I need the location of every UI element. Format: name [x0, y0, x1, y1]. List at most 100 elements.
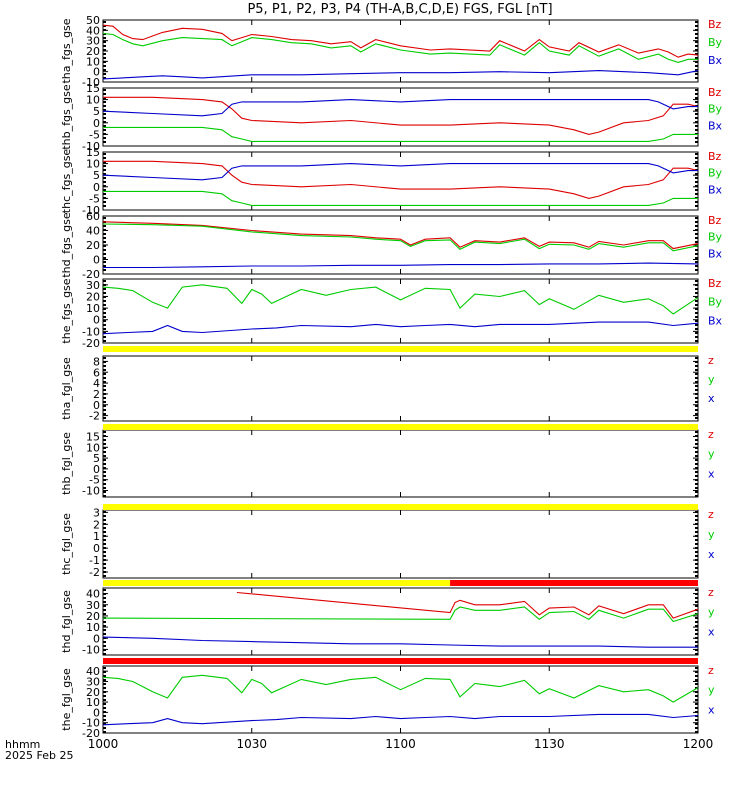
- status-segment-yellow: [103, 424, 698, 430]
- status-segment-yellow: [103, 346, 698, 352]
- status-bar-4: [103, 580, 698, 586]
- legend-label-x: x: [708, 467, 715, 480]
- y-tick-label: 40: [86, 665, 100, 678]
- panel-frame: [102, 355, 699, 422]
- y-axis-label: thd_fgs_gse: [60, 212, 73, 278]
- x-axis: hhmm 2025 Feb 25 1000 1030 1100 1130 1200: [5, 737, 713, 762]
- y-tick-label: 0: [93, 463, 100, 476]
- y-tick-label: 1: [93, 530, 100, 543]
- legend-label-z: z: [708, 508, 714, 521]
- y-tick-label: -5: [89, 474, 100, 487]
- series-line-bz: [103, 96, 699, 135]
- y-tick-label: 6: [93, 366, 100, 379]
- y-tick-label: -20: [82, 268, 100, 281]
- y-tick-label: 30: [86, 599, 100, 612]
- y-tick-label: 10: [86, 696, 100, 709]
- y-tick-label: 10: [86, 302, 100, 315]
- legend-label-bz: Bz: [708, 277, 722, 290]
- y-axis-label: thb_fgs_gse: [60, 84, 73, 150]
- y-tick-label: 4: [93, 377, 100, 390]
- panel-frame: [102, 151, 699, 211]
- y-tick-label: 30: [86, 279, 100, 292]
- y-tick-label: 10: [86, 441, 100, 454]
- y-axis-label: the_fgl_gse: [60, 668, 73, 731]
- legend-label-bx: Bx: [708, 183, 723, 196]
- legend-label-z: z: [708, 664, 714, 677]
- series-line-bx: [102, 163, 698, 181]
- y-tick-label: -1: [89, 554, 100, 567]
- panel-frame: [102, 19, 699, 83]
- legend-label-z: z: [708, 586, 714, 599]
- series-line-by: [102, 284, 699, 315]
- y-tick-label: 0: [93, 399, 100, 412]
- status-bars-group: [103, 346, 698, 664]
- y-tick-label: 10: [86, 621, 100, 634]
- legend-label-bx: Bx: [708, 54, 723, 67]
- legend-label-by: By: [708, 36, 723, 49]
- y-tick-label: -10: [82, 717, 100, 730]
- y-tick-label: -10: [82, 325, 100, 338]
- y-tick-label: 20: [86, 686, 100, 699]
- y-tick-label: 30: [86, 35, 100, 48]
- y-tick-label: 10: [86, 55, 100, 68]
- y-tick-label: 20: [86, 45, 100, 58]
- status-bar-1: [103, 346, 698, 352]
- y-tick-label: -10: [82, 140, 100, 153]
- legend-label-bx: Bx: [708, 314, 723, 327]
- legend-label-x: x: [708, 392, 715, 405]
- y-tick-label: 5: [93, 169, 100, 182]
- legend-label-bx: Bx: [708, 247, 723, 260]
- legend-label-by: By: [708, 296, 723, 309]
- legend-label-x: x: [708, 703, 715, 716]
- y-tick-label: 40: [86, 24, 100, 37]
- y-tick-label: 15: [86, 82, 100, 95]
- panel-frame: [102, 278, 699, 344]
- series-line-bz: [102, 24, 699, 58]
- y-axis-label: tha_fgs_gse: [60, 18, 73, 83]
- y-tick-label: 10: [86, 94, 100, 107]
- legend-label-y: y: [708, 684, 715, 697]
- x-tick-label: 1200: [683, 737, 714, 751]
- y-axis-label: thc_fgs_gse: [60, 149, 73, 214]
- y-tick-label: 2: [93, 388, 100, 401]
- y-tick-label: 15: [86, 146, 100, 159]
- y-tick-label: 40: [86, 588, 100, 601]
- y-tick-label: -10: [82, 76, 100, 89]
- legend-label-by: By: [708, 231, 723, 244]
- panel-frame: [102, 587, 699, 656]
- legend-label-bz: Bz: [708, 150, 722, 163]
- y-axis-label: the_fgs_gse: [60, 278, 73, 343]
- status-segment-red: [103, 658, 698, 664]
- status-segment-yellow: [103, 504, 698, 510]
- y-tick-label: 5: [93, 105, 100, 118]
- panel-frame: [102, 87, 699, 147]
- y-tick-label: 2: [93, 518, 100, 531]
- y-tick-label: -20: [82, 727, 100, 740]
- y-tick-label: 0: [93, 66, 100, 79]
- y-tick-label: -2: [89, 566, 100, 579]
- y-tick-label: 10: [86, 158, 100, 171]
- y-tick-label: -10: [82, 643, 100, 656]
- y-tick-label: 0: [93, 706, 100, 719]
- y-tick-label: 8: [93, 355, 100, 368]
- y-tick-label: -5: [89, 128, 100, 141]
- status-bar-3: [103, 504, 698, 510]
- status-bar-2: [103, 424, 698, 430]
- series-line-z: [236, 591, 699, 619]
- y-tick-label: -5: [89, 192, 100, 205]
- legend-label-y: y: [708, 606, 715, 619]
- x-tick-label: 1030: [236, 737, 267, 751]
- y-tick-label: 3: [93, 506, 100, 519]
- y-tick-label: 50: [86, 14, 100, 27]
- x-axis-date-label: 2025 Feb 25: [5, 749, 73, 762]
- series-line-by: [103, 190, 698, 206]
- status-segment-red: [450, 580, 698, 586]
